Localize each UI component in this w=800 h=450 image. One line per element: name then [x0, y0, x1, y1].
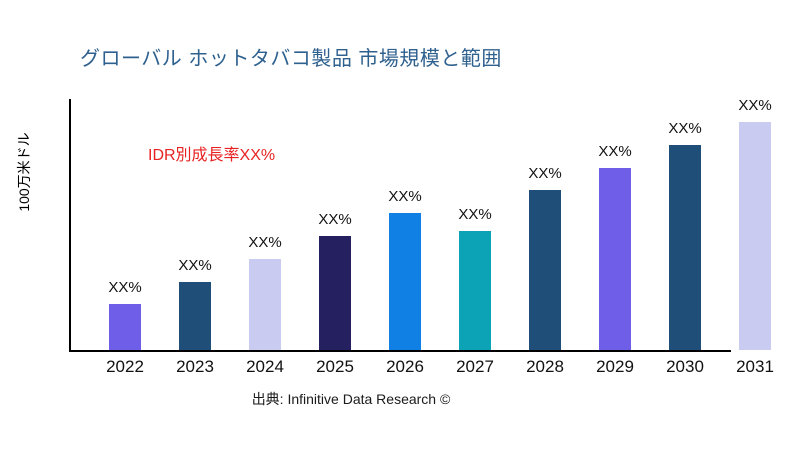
- bar-value-label-2023: XX%: [178, 256, 212, 274]
- y-axis-label: 100万米ドル: [16, 132, 32, 212]
- bar-value-label-2031: XX%: [738, 97, 772, 114]
- bar-2028: [529, 190, 561, 350]
- y-axis-line: [69, 99, 71, 352]
- x-tick-2027: 2027: [456, 357, 494, 376]
- x-tick-2026: 2026: [386, 357, 424, 376]
- x-tick-2022: 2022: [106, 357, 144, 376]
- x-axis-line: [69, 350, 731, 352]
- bar-2025: [319, 236, 351, 350]
- bar-value-label-2030: XX%: [668, 119, 702, 137]
- x-tick-2024: 2024: [246, 357, 284, 376]
- source-credit: 出典: Infinitive Data Research ©: [251, 391, 451, 407]
- bar-2029: [599, 167, 631, 350]
- x-tick-2023: 2023: [176, 357, 214, 376]
- bar-value-label-2025: XX%: [318, 211, 352, 228]
- bar-value-label-2028: XX%: [528, 165, 562, 183]
- bar-value-label-2022: XX%: [108, 279, 142, 297]
- bar-2026: [389, 213, 421, 350]
- bar-2024: [249, 258, 281, 350]
- x-tick-2028: 2028: [526, 357, 564, 376]
- bar-2030: [669, 144, 701, 350]
- bar-2027: [459, 231, 491, 350]
- bar-2022: [109, 304, 141, 350]
- x-tick-2025: 2025: [316, 357, 354, 376]
- bar-2031: [739, 122, 771, 350]
- x-tick-2031: 2031: [736, 357, 774, 376]
- bar-value-label-2029: XX%: [598, 142, 632, 160]
- x-tick-2030: 2030: [666, 357, 704, 376]
- bar-value-label-2026: XX%: [388, 188, 422, 206]
- bar-value-label-2027: XX%: [458, 206, 492, 224]
- chart-title: グローバル ホットタバコ製品 市場規模と範囲: [80, 48, 502, 70]
- bar-2023: [179, 281, 211, 350]
- x-tick-2029: 2029: [596, 357, 634, 376]
- bar-value-label-2024: XX%: [248, 233, 282, 251]
- growth-rate-annotation: IDR別成長率XX%: [148, 147, 276, 164]
